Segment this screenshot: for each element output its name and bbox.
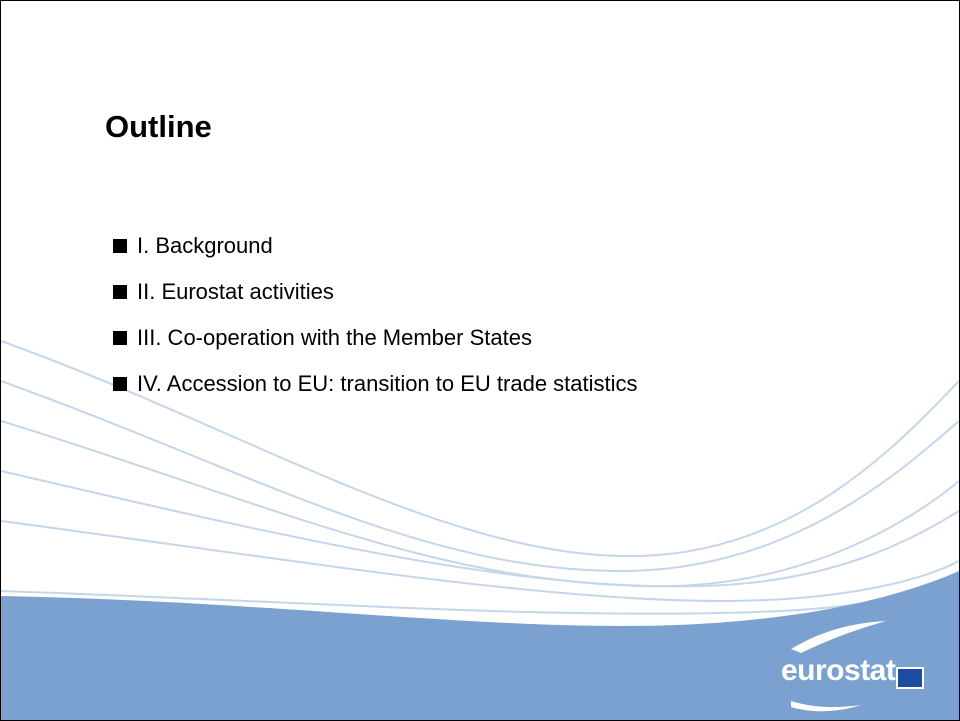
bullet [113, 331, 127, 345]
bullet-text: III. Co-operation with the Member States [137, 325, 532, 351]
bullet [113, 285, 127, 299]
slide-title: Outline [105, 109, 212, 145]
bullet-item: IV. Accession to EU: transition to EU tr… [113, 361, 638, 407]
bullet-item: I. Background [113, 223, 638, 269]
bullet-list: I. Background II. Eurostat activities III.… [113, 223, 638, 407]
bullet-item: III. Co-operation with the Member States [113, 315, 638, 361]
logo: eurostat [781, 654, 895, 688]
bullet-text: II. Eurostat activities [137, 279, 334, 305]
eu-flag [896, 667, 924, 689]
slide: Outline I. Background II. Eurostat activi… [0, 0, 960, 721]
bullet-text: I. Background [137, 233, 273, 259]
bullet-item: II. Eurostat activities [113, 269, 638, 315]
bullet [113, 239, 127, 253]
bullet-text: IV. Accession to EU: transition to EU tr… [137, 371, 638, 397]
bullet [113, 377, 127, 391]
